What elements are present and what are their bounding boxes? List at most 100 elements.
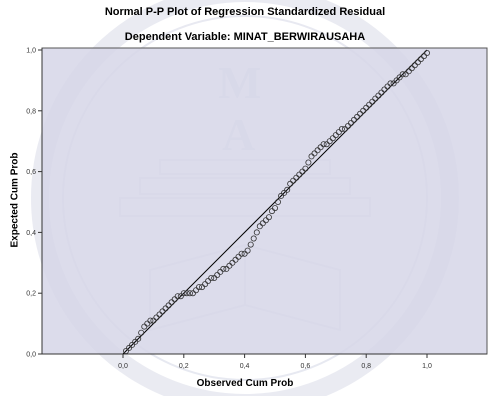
data-point — [314, 147, 321, 154]
x-tick-label: 0,0 — [118, 363, 128, 370]
data-point — [390, 80, 397, 87]
y-axis-ticks: 0,0 0,2 0,4 0,6 0,8 1,0 — [26, 48, 42, 359]
x-tick-label: 0,2 — [179, 363, 189, 370]
data-point — [165, 302, 172, 309]
data-point — [226, 262, 233, 269]
data-point — [308, 153, 315, 160]
data-points — [123, 50, 430, 354]
data-point — [405, 68, 412, 75]
data-point — [344, 123, 351, 130]
chart-subtitle: Dependent Variable: MINAT_BERWIRAUSAHA — [124, 31, 366, 43]
data-point — [402, 71, 409, 78]
data-point — [387, 80, 394, 87]
data-point — [205, 277, 212, 284]
data-point — [141, 323, 148, 330]
x-tick-label: 0,8 — [361, 363, 371, 370]
data-point — [393, 77, 400, 84]
data-point — [220, 265, 227, 272]
data-point — [290, 177, 297, 184]
data-point — [223, 265, 230, 272]
chart-title: Normal P-P Plot of Regression Standardiz… — [104, 6, 386, 18]
data-point — [177, 293, 184, 300]
y-tick-label: 0,0 — [26, 352, 36, 359]
axes — [41, 48, 487, 355]
data-point — [332, 132, 339, 139]
data-point — [208, 274, 215, 281]
data-point — [408, 65, 415, 72]
data-point — [299, 168, 306, 175]
y-tick-label: 0,6 — [26, 169, 36, 176]
data-point — [420, 53, 427, 60]
x-axis-label: Observed Cum Prob — [196, 378, 294, 389]
data-point — [229, 259, 236, 266]
data-point — [214, 271, 221, 278]
data-point — [357, 110, 364, 117]
data-point — [217, 268, 224, 275]
data-point — [293, 174, 300, 181]
data-point — [123, 347, 130, 354]
data-point — [369, 98, 376, 105]
data-point — [168, 299, 175, 306]
data-point — [180, 290, 187, 297]
data-point — [174, 293, 181, 300]
data-point — [186, 290, 193, 297]
data-point — [381, 86, 388, 93]
data-point — [132, 338, 139, 345]
y-tick-label: 0,2 — [26, 291, 36, 298]
y-tick-label: 0,8 — [26, 108, 36, 115]
data-point — [171, 296, 178, 303]
data-point — [360, 107, 367, 114]
data-point — [335, 129, 342, 136]
data-point — [256, 223, 263, 230]
data-point — [265, 214, 272, 221]
data-point — [311, 150, 318, 157]
data-point — [317, 144, 324, 151]
data-point — [278, 192, 285, 199]
data-point — [268, 208, 275, 215]
data-point — [238, 250, 245, 257]
y-tick-label: 1,0 — [26, 48, 36, 55]
data-point — [329, 135, 336, 142]
data-point — [247, 241, 254, 248]
data-point — [271, 205, 278, 212]
x-tick-label: 1,0 — [422, 363, 432, 370]
data-point — [262, 217, 269, 224]
y-axis-label: Expected Cum Prob — [9, 152, 21, 248]
data-point — [347, 120, 354, 127]
data-point — [198, 284, 205, 291]
data-point — [338, 126, 345, 133]
data-point — [384, 83, 391, 90]
data-point — [354, 113, 361, 120]
data-point — [244, 247, 251, 254]
data-point — [235, 253, 242, 260]
data-point — [156, 311, 163, 318]
data-point — [274, 198, 281, 205]
data-point — [320, 141, 327, 148]
data-point — [287, 180, 294, 187]
data-point — [153, 314, 160, 321]
data-point — [366, 101, 373, 108]
data-point — [281, 189, 288, 196]
data-point — [135, 335, 142, 342]
data-point — [250, 235, 257, 242]
data-point — [326, 138, 333, 145]
data-point — [414, 59, 421, 66]
data-point — [350, 116, 357, 123]
data-point — [253, 229, 260, 236]
data-point — [147, 317, 154, 324]
data-point — [399, 71, 406, 78]
data-point — [129, 341, 136, 348]
x-axis-ticks: 0,0 0,2 0,4 0,6 0,8 1,0 — [118, 354, 432, 370]
data-point — [159, 308, 166, 315]
data-point — [417, 56, 424, 63]
y-tick-label: 0,4 — [26, 230, 36, 237]
data-point — [323, 141, 330, 148]
data-point — [232, 256, 239, 263]
data-point — [363, 104, 370, 111]
data-point — [162, 305, 169, 312]
data-point — [138, 329, 145, 336]
data-point — [284, 186, 291, 193]
data-point — [341, 126, 348, 133]
